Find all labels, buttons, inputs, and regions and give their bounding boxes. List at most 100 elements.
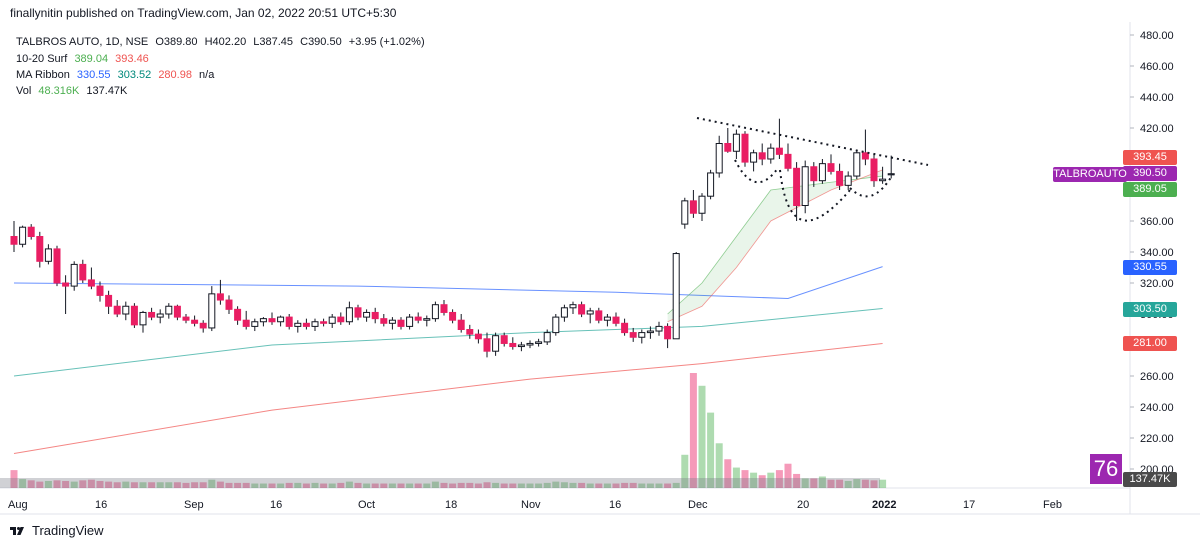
y-tick-label: 320.00 — [1140, 278, 1174, 290]
volume-bar — [53, 480, 61, 488]
candle-body — [191, 319, 199, 324]
volume-bar — [483, 482, 491, 488]
x-tick-label: Oct — [358, 499, 375, 511]
candle-body — [603, 316, 611, 321]
volume-bar — [139, 482, 147, 488]
volume-bar — [380, 483, 388, 488]
x-tick-label: Dec — [688, 499, 708, 511]
volume-bar — [879, 479, 887, 488]
volume-bar — [148, 482, 156, 488]
volume-bar — [853, 479, 861, 488]
legend-ribbon-row[interactable]: MA Ribbon 330.55 303.52 280.98 n/a — [16, 69, 218, 81]
volume-bar — [560, 482, 568, 488]
volume-bar — [79, 480, 87, 488]
candle-body — [526, 342, 534, 346]
x-tick-label: 16 — [270, 499, 282, 511]
volume-bar — [689, 373, 697, 488]
volume-bar — [122, 481, 130, 488]
candle-body — [363, 311, 371, 318]
candle-body — [741, 133, 749, 163]
x-tick-label: Nov — [521, 499, 541, 511]
volume-bar — [732, 467, 740, 488]
legend-low: 387.45 — [259, 36, 294, 48]
candle-body — [767, 147, 775, 160]
candle-body — [879, 178, 887, 182]
volume-bar — [535, 483, 543, 488]
ma2-price-label: 303.50 — [1123, 302, 1177, 317]
candle-body — [105, 294, 113, 307]
legend-ribbon-label: MA Ribbon — [16, 69, 70, 81]
legend-vol-row[interactable]: Vol 48.316K 137.47K — [16, 85, 131, 97]
candle-body — [328, 316, 336, 324]
legend-close-key: C — [300, 36, 309, 48]
volume-bar — [449, 483, 457, 488]
volume-bar — [371, 483, 379, 488]
y-tick-label: 460.00 — [1140, 61, 1174, 73]
candle-body — [337, 316, 345, 323]
x-tick-label: 17 — [963, 499, 975, 511]
y-tick-label: 240.00 — [1140, 402, 1174, 414]
candle-body — [79, 263, 87, 281]
legend-ribbon-value-4: n/a — [199, 69, 215, 81]
candle-body — [406, 316, 414, 327]
volume-bar — [586, 483, 594, 488]
legend-surf-value-1: 389.04 — [74, 53, 109, 65]
volume-bar — [707, 412, 715, 488]
volume-bar — [466, 482, 474, 488]
volume-bar — [199, 482, 207, 488]
ma-ribbon-line-3 — [13, 342, 883, 454]
y-tick-label: 340.00 — [1140, 247, 1174, 259]
candle-body — [793, 167, 801, 207]
y-tick-label: 360.00 — [1140, 216, 1174, 228]
candle-body — [492, 335, 500, 352]
legend-surf-row[interactable]: 10-20 Surf 389.04 393.46 — [16, 53, 153, 65]
candle-body — [208, 293, 216, 329]
candle-body — [758, 152, 766, 160]
candle-body — [225, 299, 233, 310]
legend-open-key: O — [155, 36, 164, 48]
volume-bar — [277, 483, 285, 488]
ma3-price-label: 281.00 — [1123, 336, 1177, 351]
volume-bar — [70, 481, 78, 488]
volume-bar — [337, 482, 345, 488]
volume-label: 137.47K — [1123, 472, 1177, 487]
candle-body — [19, 226, 27, 245]
candle-body — [165, 305, 173, 315]
volume-bar — [698, 385, 706, 488]
volume-bar — [234, 482, 242, 488]
volume-bar — [793, 473, 801, 488]
candle-body — [277, 316, 285, 323]
candle-body — [655, 325, 663, 332]
candle-body — [148, 311, 156, 318]
x-tick-label: Sep — [184, 499, 204, 511]
volume-bar — [251, 483, 259, 488]
volume-bar — [130, 482, 138, 488]
candle-body — [827, 163, 835, 172]
candle-body — [414, 316, 422, 321]
volume-bar — [844, 480, 852, 488]
candle-body — [440, 304, 448, 313]
candle-body — [44, 248, 52, 262]
candle-body — [36, 236, 44, 262]
volume-bar — [741, 470, 749, 488]
tradingview-brand[interactable]: TradingView — [10, 523, 104, 538]
ma1-price-label: 330.55 — [1123, 260, 1177, 275]
volume-bar — [96, 480, 104, 488]
candle-body — [887, 173, 895, 176]
legend-symbol-row: TALBROS AUTO, 1D, NSE O389.80 H402.20 L3… — [16, 36, 429, 48]
candle-body — [431, 304, 439, 320]
volume-bar — [474, 483, 482, 488]
candle-body — [689, 200, 697, 214]
volume-bar — [526, 483, 534, 488]
volume-bar — [19, 479, 27, 488]
legend-high-key: H — [204, 36, 213, 48]
volume-bar — [87, 479, 95, 488]
volume-bar — [552, 481, 560, 488]
candle-body — [509, 342, 517, 348]
volume-bar — [173, 482, 181, 488]
candle-body — [139, 311, 147, 326]
brand-name: TradingView — [32, 523, 104, 538]
volume-bar — [758, 475, 766, 488]
candle-body — [10, 236, 18, 245]
